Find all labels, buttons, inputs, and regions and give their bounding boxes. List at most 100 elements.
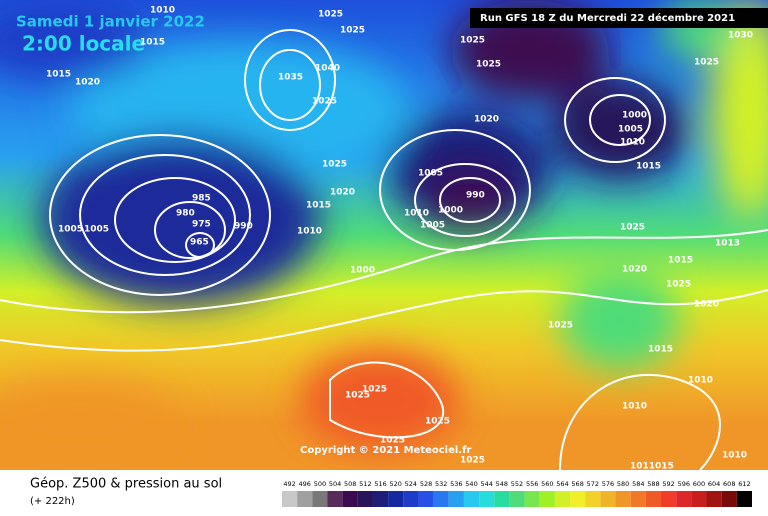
colorbar-swatch xyxy=(494,491,510,507)
colorbar-swatch xyxy=(342,491,358,507)
colorbar-swatch xyxy=(630,491,646,507)
isobar-label: 1010 xyxy=(620,138,645,148)
isobar-label: 1025 xyxy=(460,36,485,46)
colorbar-label: 500 xyxy=(314,480,326,488)
colorbar-label: 528 xyxy=(420,480,432,488)
isobar-label: 1025 xyxy=(318,10,343,20)
colorbar-swatch xyxy=(448,491,464,507)
isobar-label: 1025 xyxy=(666,280,691,290)
isobar-label: 1025 xyxy=(425,417,450,427)
colorbar-swatch xyxy=(463,491,480,507)
colorbar-swatch xyxy=(645,491,662,507)
isobar-label: 1025 xyxy=(476,60,501,70)
isobar-label: 1025 xyxy=(694,58,719,68)
colorbar-label: 548 xyxy=(496,480,508,488)
isobar-label: 1025 xyxy=(460,456,485,466)
isobar-label: 1040 xyxy=(315,64,340,74)
colorbar-swatch xyxy=(418,491,434,507)
isobar-label: 985 xyxy=(192,194,211,204)
colorbar-swatch xyxy=(372,491,389,507)
run-box xyxy=(470,8,768,28)
colorbar-label: 608 xyxy=(723,480,735,488)
isobar-label: 1005 xyxy=(58,225,83,235)
colorbar-label: 540 xyxy=(465,480,477,488)
isobar-label: 1010 xyxy=(688,376,713,386)
colorbar-swatch xyxy=(585,491,601,507)
colorbar-label: 544 xyxy=(480,480,492,488)
colorbar-swatch xyxy=(524,491,540,507)
colorbar-swatch xyxy=(539,491,555,507)
colorbar-label: 504 xyxy=(329,480,341,488)
colorbar-label: 612 xyxy=(738,480,750,488)
colorbar-label: 492 xyxy=(283,480,295,488)
isobar-label: 1020 xyxy=(622,265,647,275)
isobar-label: 1015 xyxy=(306,201,331,211)
colorbar-label: 516 xyxy=(374,480,386,488)
isobar-label: 1025 xyxy=(620,223,645,233)
colorbar-swatch xyxy=(691,491,707,507)
colorbar-label: 572 xyxy=(587,480,599,488)
colorbar-swatch xyxy=(327,491,343,507)
colorbar-swatch xyxy=(600,491,616,507)
isobar-label: 980 xyxy=(176,209,195,219)
colorbar-label: 596 xyxy=(678,480,690,488)
footer-lead: (+ 222h) xyxy=(30,496,75,507)
isobar-label: 1013 xyxy=(715,239,740,249)
isobar-label: 1010 xyxy=(297,227,322,237)
colorbar-label: 584 xyxy=(632,480,644,488)
isobar-label: 1015 xyxy=(140,38,165,48)
colorbar-swatch xyxy=(721,491,737,507)
colorbar-label: 604 xyxy=(708,480,720,488)
colorbar-label: 568 xyxy=(571,480,583,488)
colorbar-swatch xyxy=(282,491,298,507)
date: Samedi 1 janvier 2022 xyxy=(16,13,205,31)
colorbar-swatch xyxy=(297,491,313,507)
colorbar-label: 588 xyxy=(647,480,659,488)
isobar-label: 1005 xyxy=(418,169,443,179)
colorbar-swatch xyxy=(403,491,419,507)
isobar-label: 1020 xyxy=(474,115,499,125)
isobar-label: 1025 xyxy=(362,385,387,395)
colorbar-label: 552 xyxy=(511,480,523,488)
isobar-label: 1025 xyxy=(548,321,573,331)
colorbar-label: 532 xyxy=(435,480,447,488)
colorbar-swatch xyxy=(312,491,328,507)
isobar-label: 1010 xyxy=(722,451,747,461)
colorbar-swatch xyxy=(357,491,373,507)
colorbar-swatch xyxy=(433,491,449,507)
colorbar-label: 576 xyxy=(602,480,614,488)
colorbar-label: 512 xyxy=(359,480,371,488)
isobar-label: 1025 xyxy=(340,26,365,36)
colorbar-label: 524 xyxy=(405,480,417,488)
isobar-label: 1010 xyxy=(404,209,429,219)
isobar-label: 1005 xyxy=(618,125,643,135)
isobar-label: 1035 xyxy=(278,73,303,83)
colorbar-swatch xyxy=(661,491,677,507)
colorbar: 492 496 500 504 508 512 516 520 524 528 532 536 540 5… xyxy=(282,480,752,507)
colorbar-swatch xyxy=(554,491,571,507)
colorbar-label: 520 xyxy=(389,480,401,488)
isobar-labels: 1010 1015 1025 1025 1015 1020 1040 1035 1025 1025… xyxy=(46,6,753,472)
isobar-label: 1020 xyxy=(694,300,719,310)
colorbar-label: 564 xyxy=(556,480,568,488)
isobar-label: 1000 xyxy=(350,266,375,276)
isobar-label: 1015 xyxy=(668,256,693,266)
isobar-label: 1015 xyxy=(46,70,71,80)
isobar-label: 990 xyxy=(466,191,485,201)
isobar-label: 965 xyxy=(190,238,209,248)
isobar-label: 1025 xyxy=(380,436,405,446)
colorbar-label: 496 xyxy=(299,480,311,488)
isobar-label: 1030 xyxy=(728,31,753,41)
colorbar-label: 560 xyxy=(541,480,553,488)
isobar-label: 1005 xyxy=(420,221,445,231)
colorbar-swatch xyxy=(736,491,752,507)
colorbar-label: 600 xyxy=(693,480,705,488)
isobar-label: 1000 xyxy=(438,206,463,216)
colorbar-label: 556 xyxy=(526,480,538,488)
isobar-label: 1025 xyxy=(322,160,347,170)
isobar-label: 1010 xyxy=(622,402,647,412)
colorbar-swatch xyxy=(509,491,525,507)
colorbar-label: 592 xyxy=(662,480,674,488)
isobar-label: 1005 xyxy=(84,225,109,235)
colorbar-label: 536 xyxy=(450,480,462,488)
